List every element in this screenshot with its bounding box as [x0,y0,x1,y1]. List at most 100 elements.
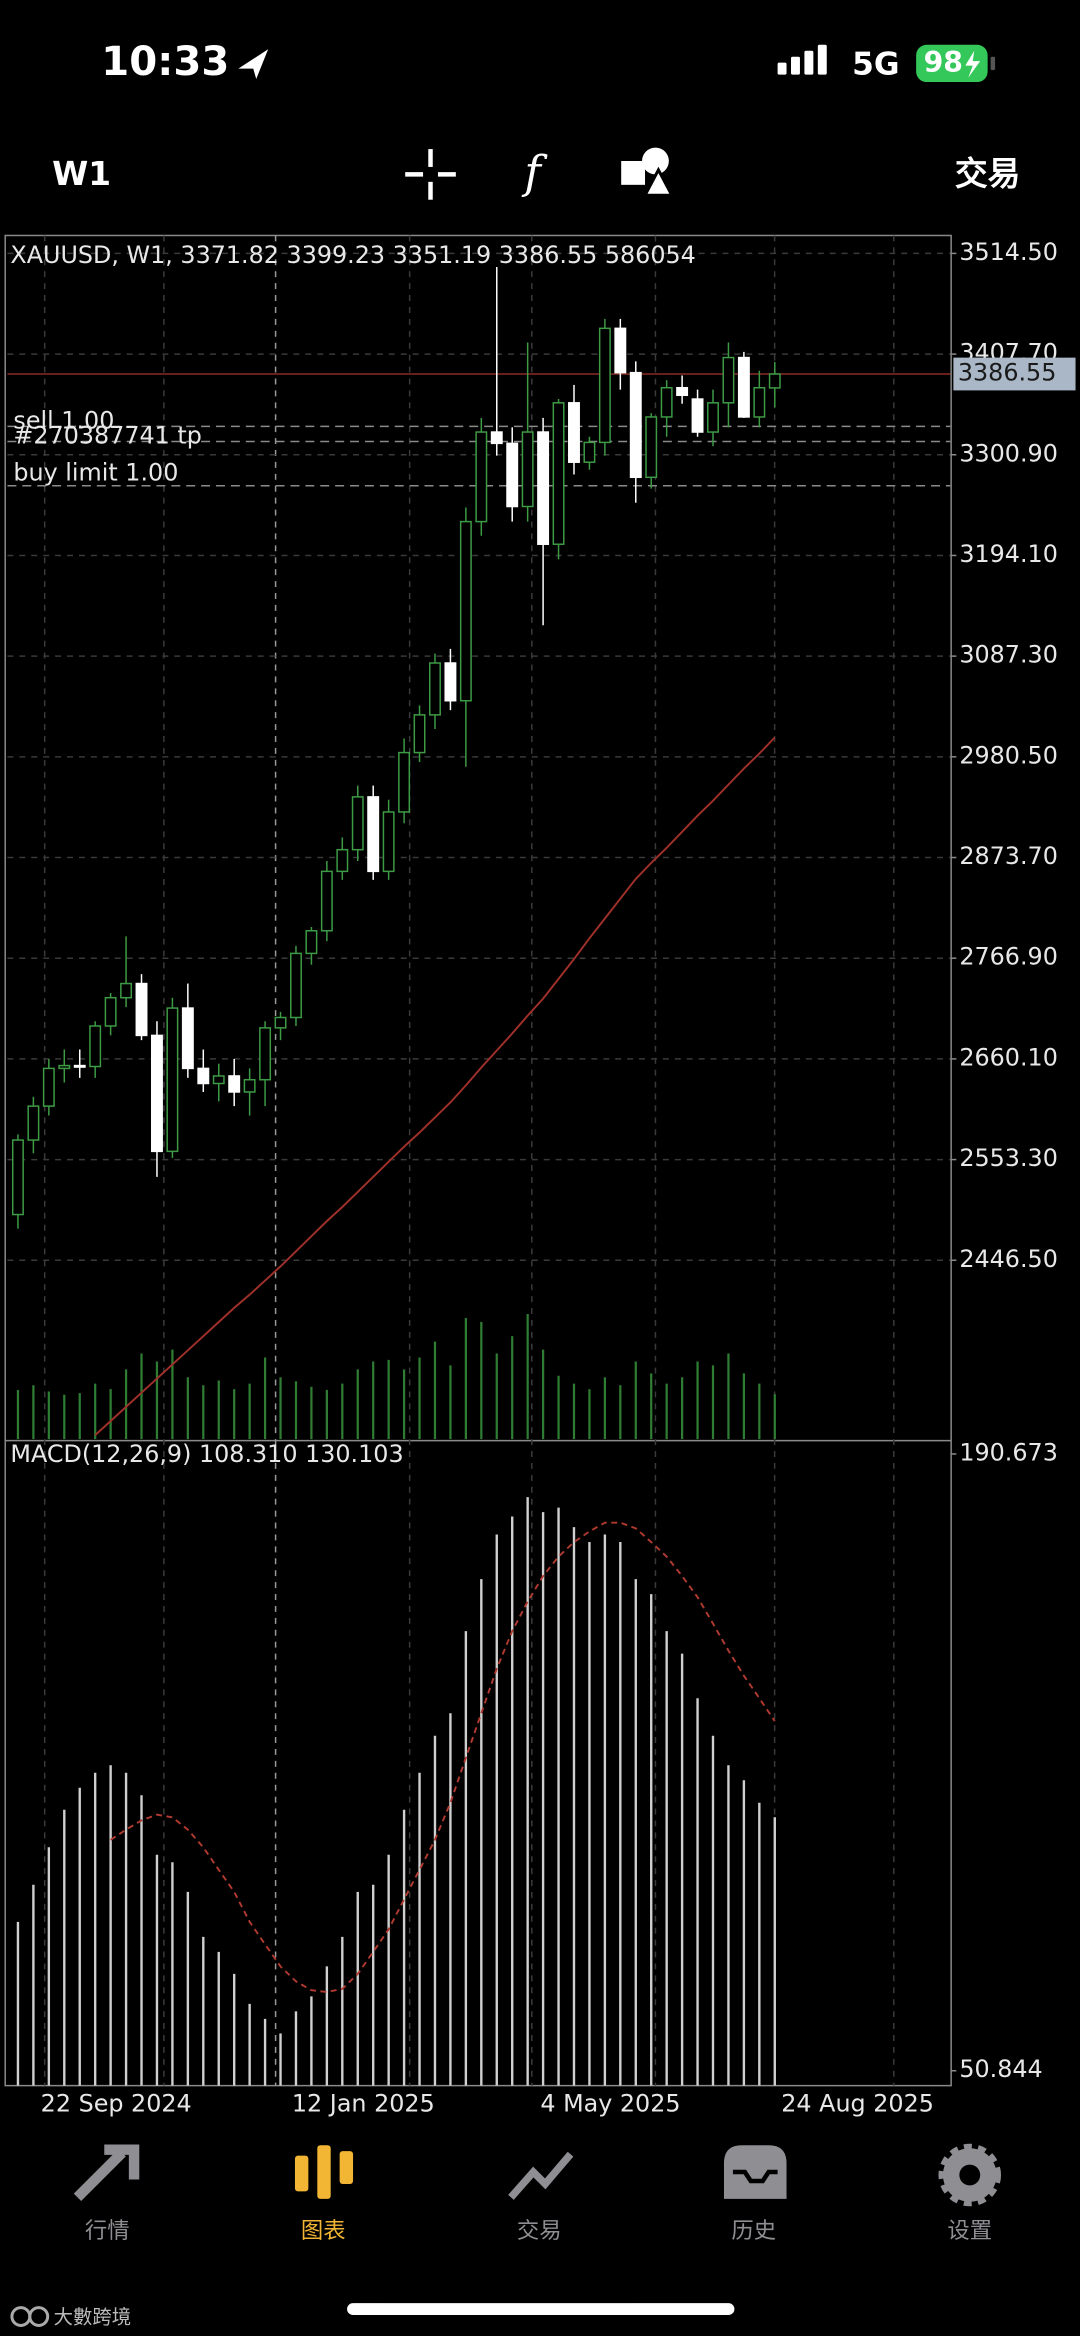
chart-frame [4,234,952,2087]
order-label: buy limit 1.00 [13,458,178,486]
tab-settings[interactable]: 设置 [938,2143,1002,2244]
candle-body [583,441,596,463]
candle-body [27,1105,40,1141]
candle-body [228,1075,241,1093]
signal-icon [777,44,827,75]
order-label: #270387741 tp [13,422,201,450]
candle-body [320,870,333,932]
candle-body [336,848,349,873]
candle-body [645,416,658,479]
y-tick-label: 3087.30 [959,641,1058,669]
network: 5G [852,47,899,83]
battery-cap [990,56,996,71]
candle-body [429,662,441,716]
candle-body [676,386,689,397]
candle-body [89,1025,102,1068]
y-tick-label: 190.673 [959,1438,1058,1466]
y-tick-label: 3514.50 [959,238,1058,266]
y-tick-label: 2873.70 [959,842,1058,870]
moving-average [94,736,776,1436]
candle-body [506,442,519,508]
x-tick-label: 4 May 2025 [540,2089,680,2117]
watermark-text: 大數跨境 [54,2306,131,2329]
y-tick-label: 50.844 [959,2055,1042,2083]
candle-body [475,431,488,523]
candle-body [552,402,565,545]
candle-body [212,1075,225,1085]
candle-body [568,402,580,463]
candle-body [135,982,148,1037]
candle-body [151,1034,163,1153]
candle-body [598,327,611,444]
battery-level: 98 [924,46,963,79]
objects-button[interactable] [621,147,675,197]
crosshair-button[interactable] [405,149,456,200]
current-price-box [953,357,1076,391]
candle-body [737,356,750,418]
y-tick-label: 2553.30 [959,1144,1058,1172]
candle-body [768,373,781,389]
candle-body [722,356,735,404]
candle-body [691,398,704,433]
candle-body [629,371,642,479]
candle-body [490,431,503,445]
y-tick-label: 2980.50 [959,741,1058,769]
tab-label[interactable]: 历史 [731,2218,776,2244]
candle-body [707,402,719,433]
candle-body [660,386,673,418]
home-indicator [347,2303,735,2316]
candle-body [259,1027,272,1081]
y-tick-label: 2660.10 [959,1043,1058,1071]
candle-body [382,811,395,873]
period-button[interactable]: W1 [52,155,111,193]
tab-label[interactable]: 图表 [301,2218,346,2244]
candle-body [351,796,364,851]
tab-label[interactable]: 行情 [85,2218,130,2244]
candle-body [398,751,411,813]
candle-body [753,386,766,418]
candle-body [73,1064,86,1068]
y-tick-label: 2446.50 [959,1245,1058,1273]
candle-body [290,952,302,1019]
candle-body [614,327,627,374]
candle-body [120,982,133,999]
vertical-grid [43,235,895,2086]
candle-body [413,714,426,754]
x-tick-label: 22 Sep 2024 [41,2089,192,2117]
macd-signal [110,1521,776,1993]
tab-label[interactable]: 设置 [947,2218,992,2244]
candle-body [197,1067,210,1085]
candle-body [243,1078,256,1093]
candle-body [274,1016,287,1029]
candle-body [166,1007,179,1153]
candle-body [444,662,457,702]
indicators-button[interactable]: f [521,146,548,198]
tab-chart[interactable]: 图表 [294,2145,354,2244]
candle-body [58,1064,71,1070]
watermark: 大數跨境 [10,2306,131,2329]
x-tick-label: 12 Jan 2025 [292,2089,435,2117]
y-tick-label: 3194.10 [959,540,1058,568]
trade-button[interactable]: 交易 [955,155,1021,193]
order-label: sell 1.00 [13,406,114,434]
macd-panel [16,1497,776,2086]
chart-header: XAUUSD, W1, 3371.82 3399.23 3351.19 3386… [10,241,695,269]
charging-icon [965,50,981,78]
current-price-label: 3386.55 [958,359,1057,387]
y-tick-label: 3300.90 [959,439,1058,467]
candle-body [104,996,117,1027]
tab-label[interactable]: 交易 [517,2218,562,2244]
tab-history[interactable]: 历史 [723,2145,787,2244]
tab-trade[interactable]: 交易 [508,2151,574,2244]
candle-body [11,1139,24,1216]
axes: 3514.503407.703300.903194.103087.302980.… [41,238,1076,2117]
y-tick-label: 2766.90 [959,943,1058,971]
macd-header: MACD(12,26,9) 108.310 130.103 [10,1440,403,1468]
tab-quotes[interactable]: 行情 [73,2144,140,2244]
candle-body [521,431,534,508]
price-panel: sell 1.00#270387741 tp buy limit 1.00 [7,252,951,1440]
candle-body [367,796,380,873]
candle-body [305,930,318,955]
